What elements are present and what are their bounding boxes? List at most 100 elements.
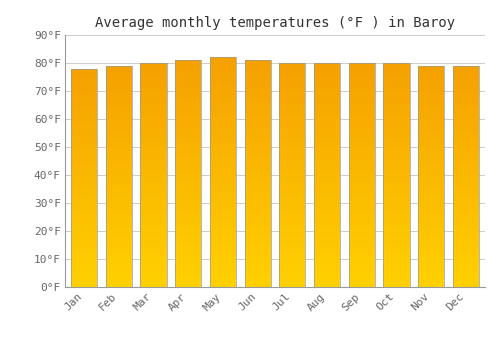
- Bar: [210, 281, 236, 284]
- Bar: [349, 211, 375, 214]
- Bar: [418, 229, 444, 232]
- Bar: [280, 116, 305, 119]
- Bar: [384, 256, 409, 259]
- Bar: [280, 239, 305, 242]
- Bar: [140, 153, 166, 155]
- Bar: [106, 259, 132, 262]
- Bar: [71, 71, 97, 74]
- Bar: [453, 215, 479, 218]
- Bar: [244, 261, 270, 264]
- Bar: [106, 171, 132, 174]
- Bar: [106, 201, 132, 204]
- Bar: [71, 148, 97, 150]
- Bar: [349, 69, 375, 71]
- Bar: [71, 102, 97, 104]
- Bar: [280, 147, 305, 150]
- Bar: [384, 273, 409, 276]
- Bar: [244, 267, 270, 270]
- Bar: [349, 270, 375, 273]
- Bar: [349, 172, 375, 175]
- Bar: [71, 183, 97, 186]
- Bar: [175, 106, 201, 108]
- Bar: [140, 83, 166, 85]
- Bar: [418, 201, 444, 204]
- Bar: [384, 99, 409, 102]
- Bar: [418, 162, 444, 165]
- Bar: [384, 251, 409, 253]
- Bar: [244, 213, 270, 216]
- Bar: [140, 200, 166, 203]
- Bar: [418, 174, 444, 176]
- Bar: [210, 201, 236, 204]
- Bar: [349, 189, 375, 192]
- Bar: [418, 179, 444, 182]
- Bar: [244, 202, 270, 205]
- Bar: [140, 237, 166, 239]
- Bar: [349, 175, 375, 178]
- Bar: [453, 93, 479, 96]
- Bar: [244, 165, 270, 168]
- Bar: [106, 268, 132, 271]
- Bar: [106, 146, 132, 149]
- Bar: [280, 270, 305, 273]
- Bar: [140, 66, 166, 69]
- Bar: [106, 88, 132, 91]
- Bar: [210, 227, 236, 230]
- Bar: [210, 72, 236, 75]
- Bar: [280, 262, 305, 265]
- Bar: [314, 80, 340, 83]
- Bar: [453, 190, 479, 193]
- Bar: [244, 80, 270, 83]
- Bar: [280, 178, 305, 181]
- Bar: [280, 63, 305, 287]
- Bar: [71, 252, 97, 254]
- Bar: [349, 125, 375, 127]
- Bar: [175, 60, 201, 63]
- Bar: [244, 156, 270, 159]
- Bar: [71, 145, 97, 148]
- Bar: [140, 248, 166, 251]
- Bar: [453, 66, 479, 69]
- Bar: [175, 69, 201, 71]
- Bar: [280, 265, 305, 267]
- Bar: [210, 178, 236, 181]
- Bar: [175, 63, 201, 66]
- Bar: [244, 131, 270, 134]
- Bar: [106, 118, 132, 121]
- Bar: [349, 136, 375, 139]
- Bar: [210, 135, 236, 138]
- Bar: [453, 124, 479, 127]
- Bar: [71, 170, 97, 172]
- Bar: [384, 63, 409, 66]
- Bar: [453, 273, 479, 276]
- Bar: [418, 66, 444, 287]
- Bar: [349, 245, 375, 248]
- Bar: [175, 267, 201, 270]
- Bar: [453, 210, 479, 212]
- Bar: [280, 127, 305, 130]
- Bar: [280, 192, 305, 195]
- Bar: [418, 215, 444, 218]
- Bar: [384, 122, 409, 125]
- Bar: [349, 77, 375, 80]
- Bar: [280, 172, 305, 175]
- Bar: [314, 273, 340, 276]
- Bar: [280, 161, 305, 164]
- Bar: [140, 284, 166, 287]
- Bar: [140, 225, 166, 228]
- Bar: [314, 130, 340, 133]
- Bar: [349, 80, 375, 83]
- Bar: [349, 74, 375, 77]
- Bar: [314, 141, 340, 144]
- Bar: [71, 240, 97, 243]
- Bar: [349, 63, 375, 287]
- Bar: [418, 105, 444, 107]
- Bar: [106, 93, 132, 96]
- Bar: [244, 174, 270, 176]
- Bar: [71, 153, 97, 156]
- Bar: [106, 77, 132, 79]
- Bar: [210, 261, 236, 264]
- Bar: [140, 77, 166, 80]
- Bar: [314, 127, 340, 130]
- Bar: [418, 226, 444, 229]
